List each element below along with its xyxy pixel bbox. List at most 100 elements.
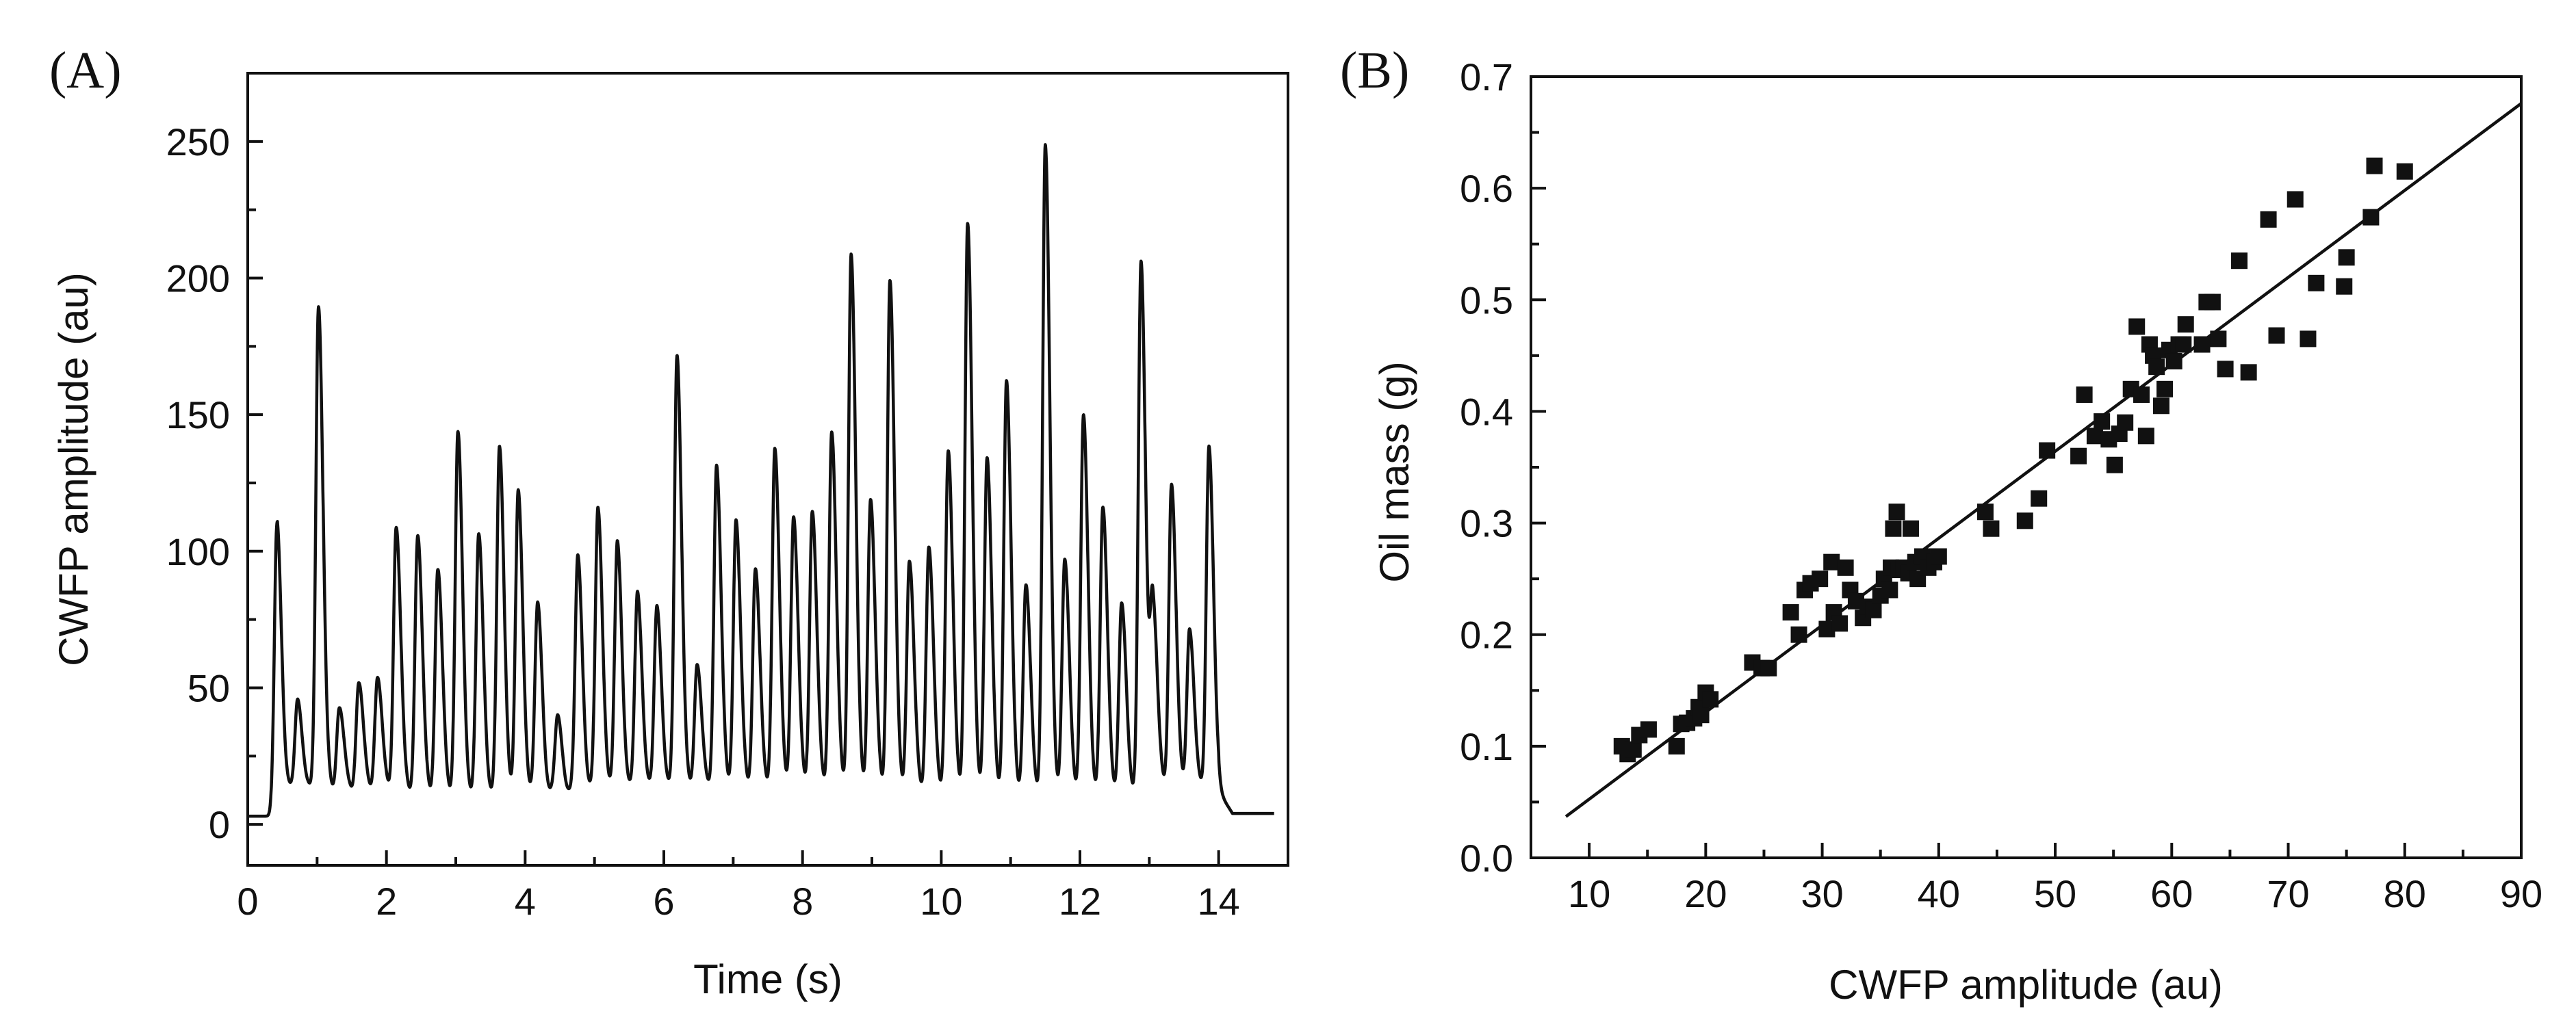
panel-b-data-point <box>1837 559 1854 576</box>
panel-b-y-tick-label: 0.3 <box>1460 502 1513 545</box>
panel-b-data-point <box>2165 353 2182 370</box>
panel-a-x-tick-label: 8 <box>792 880 813 923</box>
panel-b-data-point <box>2260 211 2277 228</box>
panel-b-data-point <box>1668 737 1685 755</box>
panel-b-data-point <box>2268 327 2285 344</box>
panel-b-data-point <box>1790 626 1807 643</box>
panel-b-y-tick-label: 0.1 <box>1460 725 1513 768</box>
panel-b-ticks: 10 20 30 40 50 60 70 80 90 0.0 0.1 0.2 0.3 0.4 0.5 0.6 0… <box>1460 55 2542 915</box>
panel-b-data-point <box>2287 191 2304 208</box>
panel-b-data-point <box>1983 520 2000 537</box>
panel-b-x-tick-label: 50 <box>2034 872 2076 915</box>
panel-b-data-point <box>2175 336 2192 353</box>
panel-b-x-tick-label: 60 <box>2150 872 2193 915</box>
panel-b-data-point <box>2128 318 2146 335</box>
panel-b-data-point <box>1888 503 1905 521</box>
panel-b-data-point <box>1625 741 1642 758</box>
panel-b-data-point <box>2204 293 2221 311</box>
panel-b-data-point <box>2016 512 2033 529</box>
panel-a-ticks: 0 2 4 6 8 10 12 14 0 50 100 150 200 250 <box>166 120 1240 923</box>
panel-b-data-point <box>2366 157 2383 174</box>
panel-b-y-tick-label: 0.5 <box>1460 278 1513 322</box>
panel-b-data-point <box>2338 249 2355 266</box>
panel-b-data-point <box>1782 604 1799 621</box>
panel-b-data-point <box>2177 316 2194 333</box>
panel-a-x-tick-label: 4 <box>515 880 536 923</box>
panel-b-data-point <box>2117 414 2134 431</box>
panel-b-data-point <box>2148 358 2165 376</box>
panel-b-data-point <box>2133 386 2150 403</box>
panel-a-plot-frame <box>246 72 1289 867</box>
panel-b-data-point <box>1902 520 1919 537</box>
panel-a-y-tick-label: 150 <box>166 393 230 436</box>
panel-b-x-tick-label: 80 <box>2384 872 2426 915</box>
panel-b-data-point <box>1702 691 1719 708</box>
panel-a-x-tick-label: 2 <box>376 880 397 923</box>
panel-a-y-tick-label: 250 <box>166 120 230 163</box>
panel-b-data-point <box>1760 659 1777 677</box>
panel-a-x-tick-label: 10 <box>920 880 962 923</box>
panel-a-y-tick-label: 0 <box>209 803 230 846</box>
panel-b-x-axis-title: CWFP amplitude (au) <box>1829 962 2223 1008</box>
panel-b-scatter: (B) 10 20 30 40 50 60 70 80 90 0.0 0.1 0.2 0.3 0.4 0.5… <box>1340 42 2542 1008</box>
panel-b-x-tick-label: 30 <box>1801 872 1843 915</box>
panel-a-y-tick-label: 100 <box>166 530 230 573</box>
panel-b-data-point <box>2308 274 2325 291</box>
panel-b-data-point <box>1976 503 1994 521</box>
panel-b-y-axis-title: Oil mass (g) <box>1371 361 1417 582</box>
panel-b-y-tick-label: 0.2 <box>1460 614 1513 657</box>
panel-b-data-point <box>2300 330 2317 348</box>
panel-a-y-tick-label: 200 <box>166 257 230 300</box>
panel-b-data-point <box>1640 721 1657 738</box>
panel-b-y-tick-label: 0.4 <box>1460 390 1513 433</box>
panel-b-x-tick-label: 20 <box>1684 872 1727 915</box>
panel-b-x-tick-label: 10 <box>1568 872 1610 915</box>
panel-b-data-point <box>1823 553 1840 571</box>
panel-b-y-tick-label: 0.7 <box>1460 55 1513 99</box>
panel-b-data-point <box>2156 380 2174 397</box>
panel-b-data-point <box>2152 397 2169 415</box>
panel-b-data-point <box>2336 278 2353 295</box>
panel-a-x-tick-label: 0 <box>237 880 258 923</box>
panel-b-x-tick-label: 40 <box>1918 872 1960 915</box>
panel-b-x-tick-label: 90 <box>2500 872 2542 915</box>
panel-a-signal-trace <box>248 143 1276 818</box>
panel-b-data-point <box>1831 615 1849 632</box>
panel-b-data-point <box>2039 442 2056 459</box>
panel-b-x-tick-label: 70 <box>2267 872 2309 915</box>
panel-a-x-tick-label: 6 <box>653 880 674 923</box>
panel-a-label: (A) <box>49 42 122 99</box>
panel-b-data-point <box>2193 336 2211 353</box>
panel-b-data-point <box>1865 601 1882 618</box>
panel-b-data-point <box>1812 571 1829 588</box>
panel-b-data-point <box>2217 361 2234 378</box>
panel-b-data-point <box>2106 456 2123 473</box>
panel-b-data-point <box>2210 330 2227 348</box>
panel-b-data-point <box>2240 364 2257 381</box>
panel-b-data-point <box>1881 581 1898 599</box>
panel-b-data-point <box>1692 707 1710 724</box>
panel-b-data-points <box>1613 157 2413 763</box>
panel-b-data-point <box>2086 428 2103 445</box>
panel-b-y-tick-label: 0.0 <box>1460 837 1513 880</box>
panel-b-data-point <box>2137 428 2154 445</box>
panel-b-data-point <box>2094 413 2111 430</box>
panel-b-label: (B) <box>1340 42 1409 99</box>
panel-a-x-tick-label: 14 <box>1198 880 1240 923</box>
panel-a-y-axis-title: CWFP amplitude (au) <box>51 272 96 666</box>
panel-b-data-point <box>1885 520 1902 537</box>
panel-b-data-point <box>2362 209 2380 226</box>
panel-b-y-tick-label: 0.6 <box>1460 167 1513 210</box>
panel-b-data-point <box>1930 548 1947 565</box>
panel-b-fit-line <box>1564 102 2523 818</box>
panel-a-x-tick-label: 12 <box>1059 880 1101 923</box>
panel-b-data-point <box>2396 163 2413 180</box>
panel-b-data-point <box>2031 490 2048 507</box>
panel-a-x-axis-title: Time (s) <box>693 956 842 1002</box>
panel-b-data-point <box>2076 386 2093 403</box>
panel-b-data-point <box>2231 252 2248 270</box>
panel-b-data-point <box>2070 447 2087 464</box>
panel-a-y-tick-label: 50 <box>188 666 230 709</box>
